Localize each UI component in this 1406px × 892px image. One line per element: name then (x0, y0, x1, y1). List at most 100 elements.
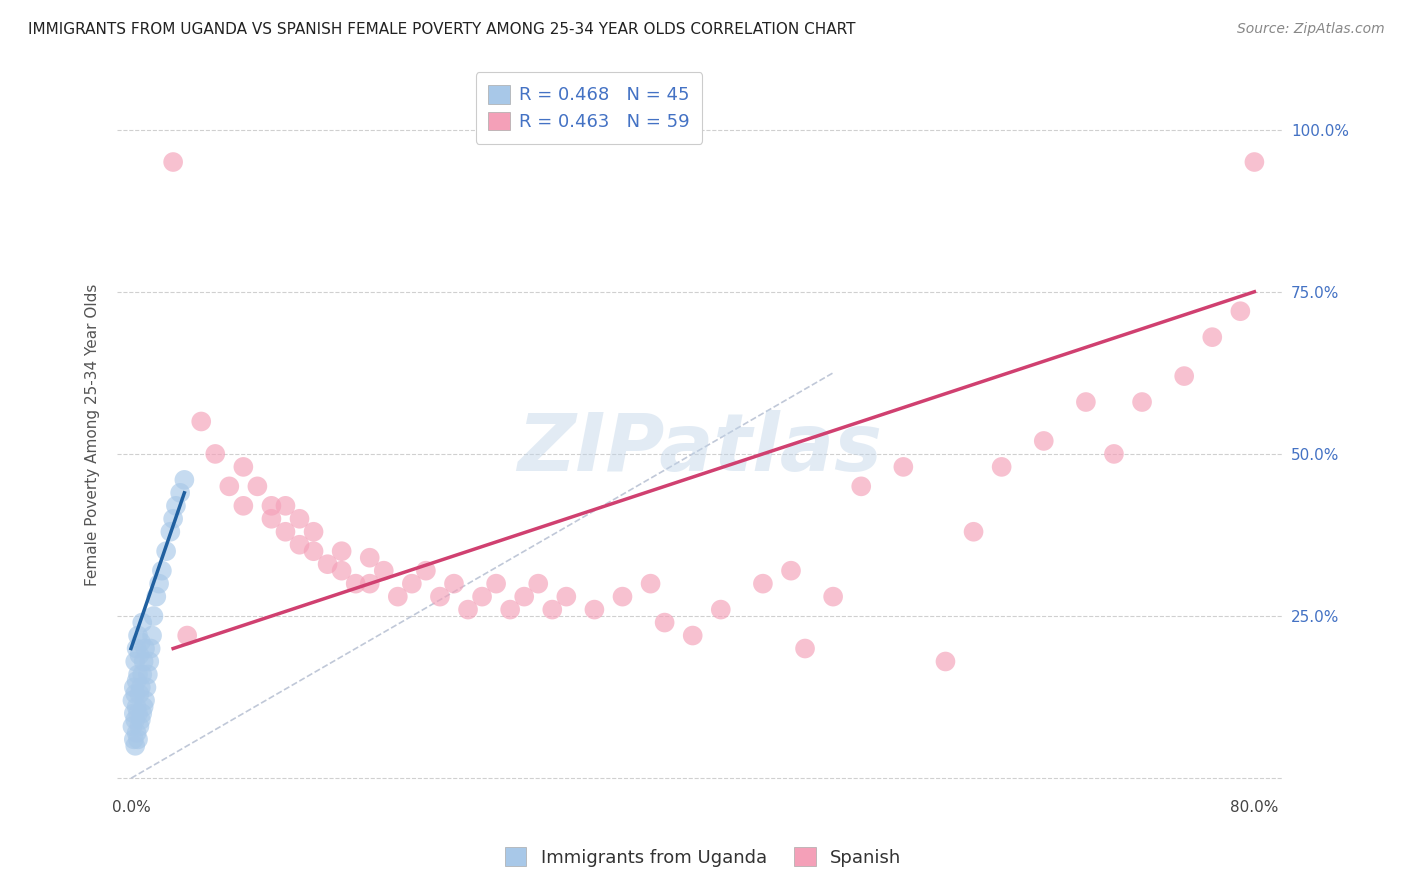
Point (246, 479, 269, 493)
Point (1201, 330, 1223, 344)
Point (122, 732, 145, 747)
Point (415, 564, 437, 578)
Point (851, 479, 873, 493)
Point (471, 590, 494, 604)
Point (990, 459, 1012, 474)
Point (165, 499, 187, 513)
Point (131, 615, 153, 630)
Point (288, 512, 311, 526)
Point (710, 602, 733, 616)
Point (330, 544, 353, 558)
Point (125, 673, 148, 688)
Point (132, 699, 155, 714)
Point (260, 499, 283, 513)
Point (125, 699, 148, 714)
Point (190, 415, 212, 429)
Point (121, 719, 143, 733)
Point (654, 615, 676, 630)
Point (128, 719, 150, 733)
Point (134, 641, 156, 656)
Point (962, 524, 984, 539)
Point (150, 564, 173, 578)
Text: ZIPatlas: ZIPatlas (517, 409, 882, 488)
Point (127, 732, 149, 747)
Point (176, 628, 198, 642)
Point (128, 648, 150, 662)
Point (274, 524, 297, 539)
Point (485, 576, 508, 591)
Point (218, 479, 240, 493)
Point (162, 512, 184, 526)
Point (359, 576, 381, 591)
Point (139, 641, 162, 656)
Point (141, 628, 163, 642)
Point (640, 576, 662, 591)
Point (129, 681, 152, 695)
Point (173, 473, 195, 487)
Point (583, 602, 606, 616)
Point (232, 499, 254, 513)
Point (127, 667, 149, 681)
Point (302, 524, 325, 539)
Point (129, 635, 152, 649)
Point (138, 655, 160, 669)
Point (232, 459, 254, 474)
Point (124, 739, 146, 753)
Point (316, 558, 339, 572)
Point (499, 602, 522, 616)
Point (401, 576, 423, 591)
Point (1130, 395, 1153, 409)
Text: IMMIGRANTS FROM UGANDA VS SPANISH FEMALE POVERTY AMONG 25-34 YEAR OLDS CORRELATI: IMMIGRANTS FROM UGANDA VS SPANISH FEMALE… (28, 22, 856, 37)
Point (934, 655, 956, 669)
Point (124, 687, 146, 701)
Point (429, 590, 451, 604)
Point (145, 590, 167, 604)
Point (1032, 434, 1054, 448)
Point (823, 590, 845, 604)
Point (125, 641, 148, 656)
Point (288, 538, 311, 552)
Point (127, 628, 149, 642)
Point (142, 609, 165, 624)
Point (387, 590, 409, 604)
Point (169, 486, 191, 500)
Point (136, 667, 159, 681)
Point (527, 576, 550, 591)
Point (513, 590, 536, 604)
Point (780, 564, 803, 578)
Point (159, 524, 181, 539)
Point (555, 590, 578, 604)
Point (794, 641, 817, 656)
Point (1229, 304, 1251, 318)
Point (1173, 369, 1195, 384)
Point (457, 602, 479, 616)
Point (122, 681, 145, 695)
Point (1243, 155, 1265, 169)
Point (134, 693, 156, 707)
Point (302, 544, 325, 558)
Point (127, 706, 149, 721)
Point (148, 576, 170, 591)
Point (204, 447, 226, 461)
Point (129, 713, 152, 727)
Point (752, 576, 775, 591)
Point (443, 576, 465, 591)
Point (330, 564, 353, 578)
Point (124, 655, 146, 669)
Point (344, 576, 367, 591)
Point (1074, 395, 1097, 409)
Point (131, 667, 153, 681)
Point (373, 564, 395, 578)
Point (128, 687, 150, 701)
Point (1102, 447, 1125, 461)
Point (125, 726, 148, 740)
Point (274, 499, 297, 513)
Legend: R = 0.468   N = 45, R = 0.463   N = 59: R = 0.468 N = 45, R = 0.463 N = 59 (475, 72, 702, 144)
Point (121, 693, 143, 707)
Y-axis label: Female Poverty Among 25-34 Year Olds: Female Poverty Among 25-34 Year Olds (86, 284, 100, 586)
Point (612, 590, 634, 604)
Point (162, 155, 184, 169)
Point (682, 628, 704, 642)
Point (131, 706, 153, 721)
Legend: Immigrants from Uganda, Spanish: Immigrants from Uganda, Spanish (498, 840, 908, 874)
